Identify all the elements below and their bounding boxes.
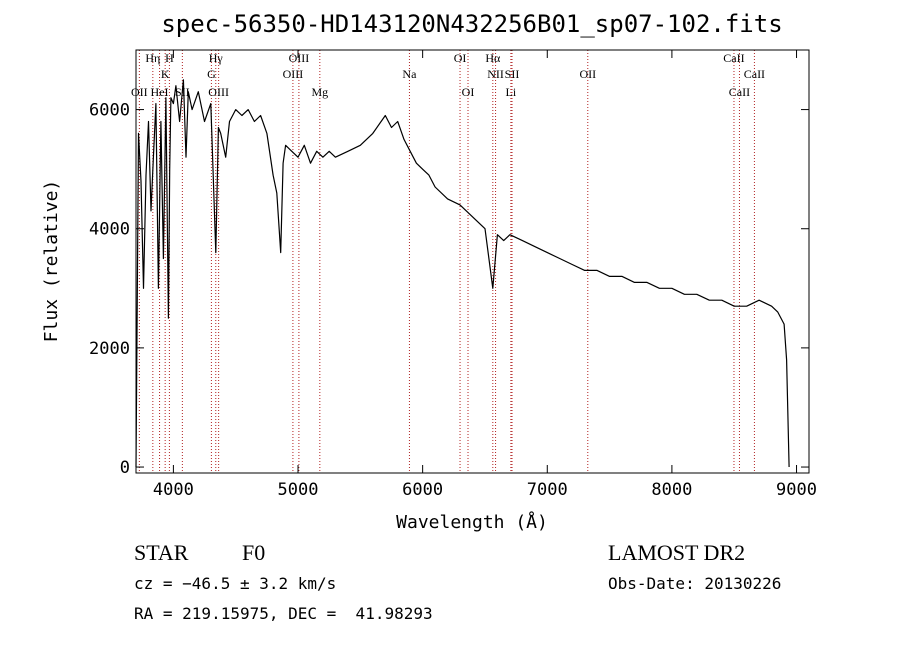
line-label: Hγ	[209, 51, 224, 65]
line-label: K	[161, 67, 170, 81]
line-label: CaII	[744, 67, 765, 81]
redshift-cz: cz = −46.5 ± 3.2 km/s	[134, 574, 337, 593]
object-type: STAR	[134, 540, 189, 565]
spectral-subclass: F0	[242, 540, 266, 565]
line-label: Li	[506, 85, 517, 99]
line-label: Mg	[311, 85, 328, 99]
line-label: OI	[454, 51, 467, 65]
plot-frame	[135, 49, 810, 474]
x-tick-label: 7000	[527, 480, 568, 500]
spectrum-line	[135, 79, 790, 468]
line-label: OIII	[283, 67, 304, 81]
line-label: OII	[131, 85, 148, 99]
x-tick-label: 6000	[402, 480, 443, 500]
line-label: OII	[579, 67, 596, 81]
x-axis-label: Wavelength (Å)	[396, 511, 548, 533]
line-label: SII	[505, 67, 520, 81]
line-label: H	[165, 51, 174, 65]
x-tick-label: 9000	[776, 480, 817, 500]
chart-title: spec-56350-HD143120N432256B01_sp07-102.f…	[161, 10, 782, 38]
observation-date: Obs-Date: 20130226	[608, 574, 782, 593]
coordinates: RA = 219.15975, DEC = 41.98293	[134, 604, 433, 623]
survey-name: LAMOST DR2	[608, 540, 746, 565]
y-tick-label: 6000	[89, 101, 130, 121]
line-label: OIII	[289, 51, 310, 65]
y-tick-label: 4000	[89, 220, 130, 240]
line-marker-group	[138, 50, 755, 473]
x-tick-label: 5000	[278, 480, 319, 500]
y-axis: 0 2000 4000 6000	[89, 101, 809, 478]
line-label: HeI	[151, 85, 169, 99]
line-label: Hη	[145, 51, 160, 65]
x-tick-label: 8000	[651, 480, 692, 500]
spectrum-series-group	[135, 79, 790, 468]
x-tick-label: 4000	[153, 480, 194, 500]
line-label: G	[207, 67, 216, 81]
line-label: Hα	[485, 51, 501, 65]
line-label: Na	[402, 67, 417, 81]
line-label: CaII	[729, 85, 750, 99]
line-label: CaII	[723, 51, 744, 65]
y-tick-label: 2000	[89, 339, 130, 359]
line-label: OIII	[208, 85, 229, 99]
line-label-group: OII Hη HeI KH SII Hγ G OIII OIII OIII Mg Na OI OI Hα NI…	[131, 51, 765, 99]
x-axis: 4000 5000 6000 7000 8000 9000	[153, 50, 817, 500]
y-axis-label: Flux (relative)	[41, 180, 62, 343]
line-label: OI	[462, 85, 475, 99]
y-tick-label: 0	[120, 458, 130, 478]
line-label: NII	[487, 67, 504, 81]
